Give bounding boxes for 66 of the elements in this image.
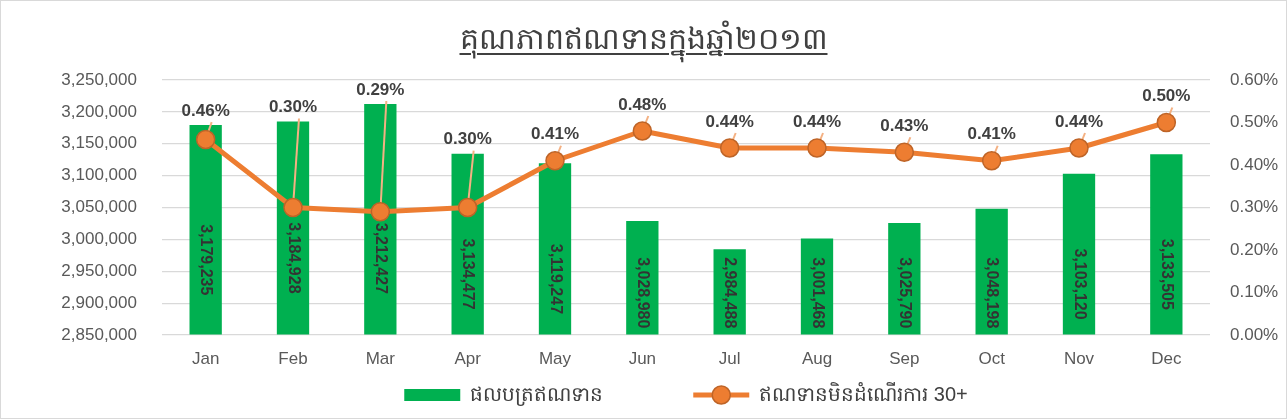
point <box>632 121 653 141</box>
legend-label: ឥណទានមិនដំណើរការ 30+ <box>759 380 968 405</box>
data-label: 0.30% <box>268 97 318 117</box>
y2-tick-label: 0.30% <box>1230 197 1279 217</box>
data-label: 3,103,120 <box>1071 248 1089 320</box>
x-tick-label: Nov <box>1063 348 1095 368</box>
point <box>981 151 1002 171</box>
data-label: 0.48% <box>618 94 667 114</box>
x-tick-label: Feb <box>278 348 308 368</box>
point <box>195 129 216 150</box>
y-tick-label: 3,200,000 <box>61 101 137 121</box>
data-label: 3,133,505 <box>1158 238 1176 311</box>
x-tick-label: Jan <box>191 348 220 368</box>
x-tick-label: Aug <box>801 348 833 368</box>
point <box>807 138 827 158</box>
point <box>719 138 740 158</box>
data-label: 3,048,198 <box>984 257 1002 329</box>
data-label: 2,984,488 <box>722 257 740 329</box>
data-label: 3,025,790 <box>896 257 914 329</box>
y-tick-label: 2,900,000 <box>61 292 137 312</box>
x-tick-label: Jun <box>628 348 657 368</box>
point <box>1069 138 1089 158</box>
data-label: 0.44% <box>705 111 754 131</box>
y2-tick-label: 0.00% <box>1230 324 1279 344</box>
y2-tick-label: 0.20% <box>1230 239 1279 259</box>
y-tick-label: 3,100,000 <box>61 165 137 185</box>
point <box>894 142 915 162</box>
y2-tick-label: 0.40% <box>1230 154 1279 174</box>
data-label: 0.44% <box>792 111 842 131</box>
data-label: 3,028,980 <box>634 257 652 329</box>
y-tick-label: 3,250,000 <box>61 69 137 89</box>
y2-tick-label: 0.10% <box>1230 282 1279 302</box>
y-tick-label: 3,000,000 <box>61 229 137 249</box>
data-label: 0.44% <box>1054 111 1104 131</box>
x-tick-label: Mar <box>365 348 396 368</box>
data-label: 0.29% <box>356 79 405 99</box>
x-tick-label: Apr <box>454 348 482 368</box>
data-label: 0.46% <box>181 100 230 120</box>
y2-tick-label: 0.60% <box>1230 69 1279 89</box>
point <box>1156 112 1177 133</box>
y-tick-label: 2,950,000 <box>61 260 137 280</box>
legend-label: ផលបត្រឥណទាន <box>470 382 604 406</box>
x-tick-label: Sep <box>889 348 920 368</box>
data-label: 3,134,477 <box>460 238 478 310</box>
y-tick-label: 3,150,000 <box>61 133 137 153</box>
data-label: 3,001,468 <box>809 257 827 329</box>
y-tick-label: 2,850,000 <box>61 324 137 344</box>
y-tick-label: 3,050,000 <box>61 197 137 217</box>
x-tick-label: Dec <box>1151 348 1182 368</box>
x-tick-label: Jul <box>718 348 741 368</box>
point <box>283 197 303 218</box>
point <box>370 202 391 222</box>
point <box>545 151 565 171</box>
x-tick-label: May <box>538 348 572 368</box>
data-label: 3,184,928 <box>285 222 303 294</box>
data-label: 3,119,247 <box>547 243 565 315</box>
data-label: 3,179,235 <box>198 224 216 296</box>
data-label: 0.43% <box>880 115 929 135</box>
x-tick-label: Oct <box>978 348 1006 368</box>
y2-tick-label: 0.50% <box>1230 112 1279 132</box>
data-label: 3,212,427 <box>372 222 390 295</box>
data-label: 0.50% <box>1142 86 1191 106</box>
data-label: 0.30% <box>443 129 492 149</box>
point <box>457 197 478 218</box>
data-label: 0.41% <box>967 124 1016 144</box>
data-label: 0.41% <box>530 124 580 144</box>
